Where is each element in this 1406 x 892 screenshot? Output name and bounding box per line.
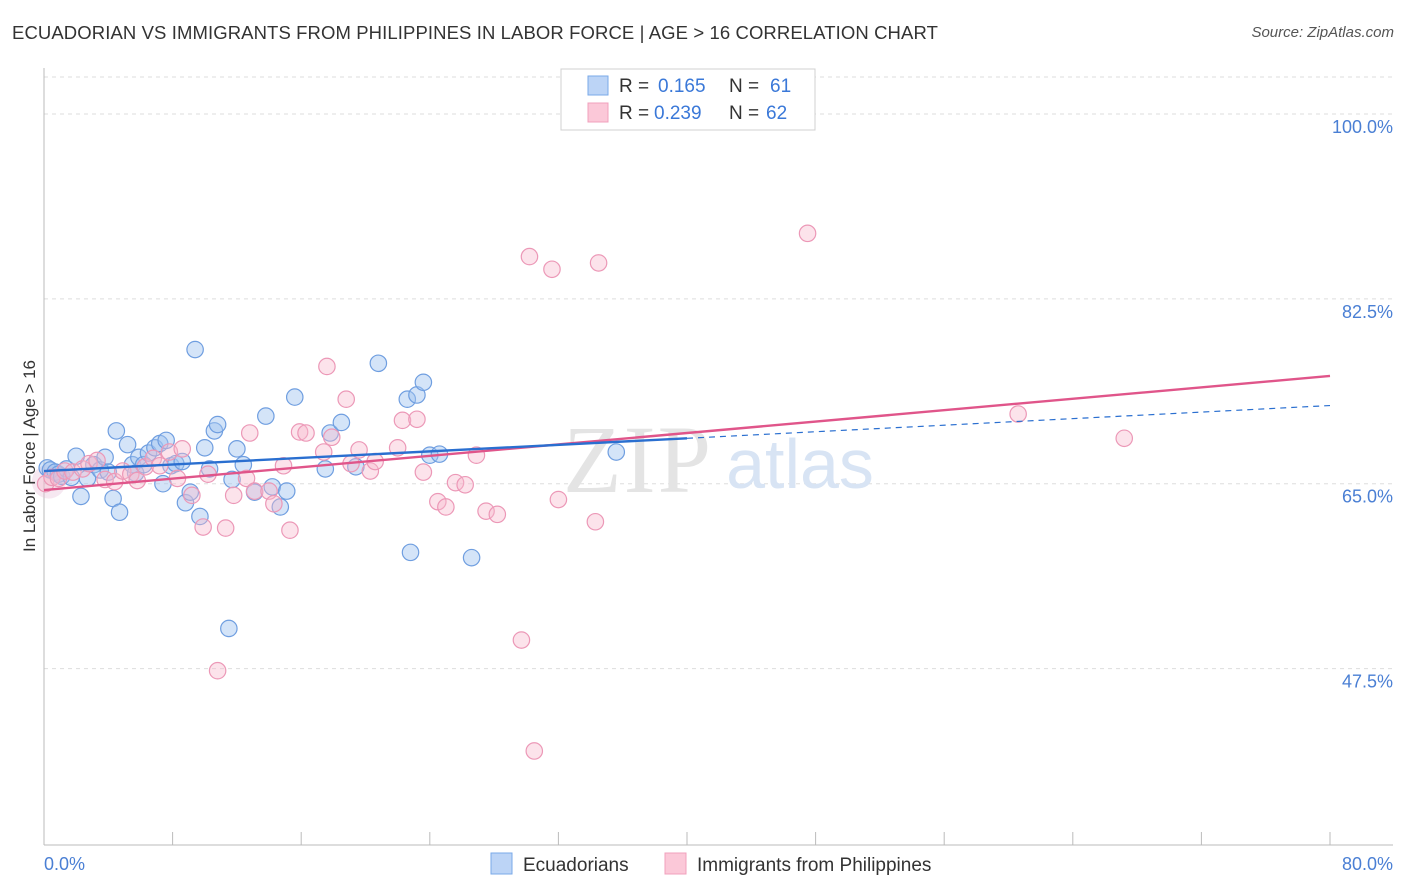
point-ecuadorians: [107, 422, 126, 440]
y-tick-label: 100.0%: [1332, 117, 1393, 137]
point-ecuadorians: [191, 507, 209, 526]
chart-title: ECUADORIAN VS IMMIGRANTS FROM PHILIPPINE…: [12, 22, 938, 43]
point-philippines: [208, 661, 227, 680]
point-ecuadorians: [285, 388, 304, 406]
point-philippines: [456, 475, 474, 494]
point-philippines: [337, 390, 356, 409]
legend-swatch-ecuadorians: [587, 75, 609, 96]
point-philippines: [183, 486, 201, 505]
watermark-atlas: atlas: [726, 425, 874, 503]
y-tick-label: 65.0%: [1342, 487, 1393, 507]
point-philippines: [224, 486, 243, 505]
point-philippines: [318, 357, 336, 376]
point-ecuadorians: [195, 438, 214, 457]
point-ecuadorians: [220, 619, 238, 638]
point-ecuadorians: [157, 431, 175, 450]
point-philippines: [414, 463, 433, 481]
point-philippines: [589, 254, 608, 272]
trend-line-ecuadorians-extension: [686, 404, 1331, 439]
legend-n-label-2: N =: [729, 103, 759, 124]
point-philippines: [173, 440, 192, 458]
source-label: Source: ZipAtlas.com: [1251, 24, 1394, 41]
legend-swatch-philippines: [587, 102, 609, 123]
x-tick-label-max: 80.0%: [1342, 854, 1393, 874]
point-ecuadorians: [401, 543, 420, 562]
bottom-legend: Ecuadorians Immigrants from Philippines: [490, 852, 931, 876]
trend-line-philippines: [43, 374, 1331, 492]
point-philippines: [1009, 405, 1027, 423]
watermark-zip: ZIP: [563, 406, 713, 513]
point-ecuadorians: [277, 482, 296, 500]
data-points: [31, 224, 1134, 760]
bottom-legend-swatch-philippines: [664, 852, 687, 875]
point-philippines: [437, 498, 455, 516]
point-ecuadorians: [414, 373, 433, 392]
point-philippines: [160, 443, 179, 461]
trend-line-ecuadorians: [43, 437, 688, 473]
point-ecuadorians: [208, 415, 227, 434]
point-philippines: [408, 410, 426, 429]
point-philippines: [361, 462, 380, 480]
legend-r-value-2: 0.239: [654, 103, 702, 124]
point-ecuadorians: [369, 354, 388, 373]
point-ecuadorians: [398, 390, 417, 409]
point-philippines: [512, 631, 531, 649]
point-philippines: [477, 502, 495, 520]
point-philippines: [245, 482, 264, 500]
legend-box: R = 0.165 N = 61 R = 0.239 N = 62: [560, 68, 816, 131]
point-ecuadorians: [462, 548, 481, 567]
point-philippines: [520, 247, 539, 266]
point-philippines: [525, 742, 544, 760]
point-philippines: [237, 469, 256, 488]
point-philippines: [265, 494, 283, 513]
point-ecuadorians: [228, 440, 246, 458]
point-philippines: [281, 521, 299, 539]
point-ecuadorians: [110, 503, 129, 522]
point-philippines: [549, 490, 568, 509]
point-ecuadorians: [173, 452, 192, 471]
point-philippines: [88, 451, 106, 470]
bottom-legend-label-ecuadorians: Ecuadorians: [523, 855, 629, 876]
y-tick-label: 82.5%: [1342, 302, 1393, 322]
point-philippines: [586, 512, 605, 531]
gridlines: [44, 76, 1393, 670]
point-philippines: [290, 423, 309, 441]
point-philippines: [240, 424, 259, 442]
point-philippines: [36, 474, 55, 493]
point-ecuadorians: [332, 413, 351, 432]
y-tick-labels: 47.5% 65.0% 82.5% 100.0%: [1332, 117, 1393, 692]
point-philippines: [1115, 429, 1134, 448]
point-philippines: [64, 463, 82, 481]
legend-n-label-1: N =: [729, 76, 759, 97]
legend-n-value-2: 62: [766, 103, 787, 124]
point-ecuadorians: [72, 487, 90, 506]
point-philippines: [297, 424, 315, 442]
point-ecuadorians: [257, 407, 275, 425]
point-philippines: [393, 411, 412, 430]
y-tick-label: 47.5%: [1342, 672, 1393, 692]
legend-r-value-1: 0.165: [658, 76, 706, 97]
point-philippines: [322, 428, 341, 447]
legend-r-label-2: R =: [619, 103, 649, 124]
x-tick-label-min: 0.0%: [44, 854, 85, 874]
y-axis-label: In Labor Force | Age > 16: [20, 360, 39, 552]
trend-lines: [43, 374, 1331, 492]
point-ecuadorians: [118, 435, 137, 454]
point-philippines: [543, 260, 561, 279]
point-philippines: [488, 505, 507, 524]
point-ecuadorians: [176, 493, 195, 512]
point-philippines: [798, 224, 817, 243]
point-philippines: [194, 518, 212, 536]
legend-r-label-1: R =: [619, 76, 649, 97]
bottom-legend-label-philippines: Immigrants from Philippines: [697, 855, 931, 876]
point-philippines: [216, 519, 235, 537]
bottom-legend-swatch-ecuadorians: [490, 852, 513, 875]
point-ecuadorians: [607, 443, 626, 461]
legend-n-value-1: 61: [770, 76, 791, 97]
point-ecuadorians: [316, 460, 335, 478]
point-ecuadorians: [186, 340, 204, 359]
axes: [43, 68, 1393, 846]
